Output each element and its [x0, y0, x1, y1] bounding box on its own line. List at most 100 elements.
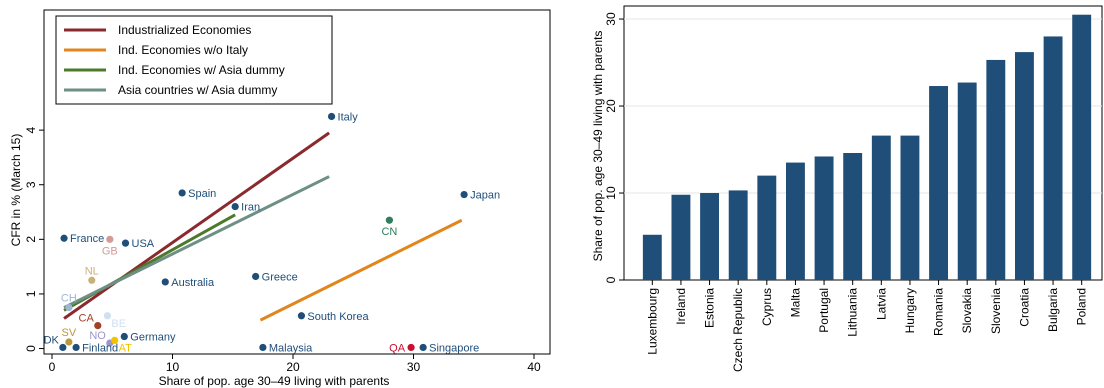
- scatter-fit-lines: [63, 131, 463, 322]
- scatter-point-label: CN: [381, 226, 397, 238]
- scatter-x-tick-label: 0: [49, 360, 56, 374]
- bar-x-tick-label: Poland: [1075, 288, 1089, 325]
- scatter-y-axis-title: CFR in % (March 15): [9, 134, 23, 247]
- scatter-point: [59, 343, 67, 352]
- bar-chart: 0 10 20 30 Luxembourg Ireland Estonia Czech Re…: [591, 5, 1103, 372]
- scatter-point: [178, 189, 186, 197]
- bar: [642, 234, 662, 280]
- scatter-y-tick-label: 1: [24, 290, 38, 297]
- scatter-point: [419, 343, 427, 352]
- scatter-point-label: NL: [85, 265, 99, 277]
- scatter-point-label: Iran: [241, 202, 260, 214]
- scatter-x-tick-label: 10: [166, 360, 180, 374]
- scatter-point-label: SV: [62, 327, 77, 339]
- scatter-y-axis: 0 1 2 3 4: [24, 126, 44, 352]
- scatter-point: [460, 190, 468, 199]
- bar: [929, 86, 949, 281]
- scatter-point: [259, 343, 267, 352]
- bar-x-tick-label: Hungary: [903, 288, 917, 333]
- scatter-points: [59, 112, 468, 352]
- bar: [1072, 14, 1092, 280]
- bar-x-tick-label: Slovenia: [989, 288, 1003, 334]
- bar: [957, 82, 977, 281]
- bar-y-axis-title: Share of pop. age 30–49 living with pare…: [591, 31, 605, 262]
- scatter-point: [327, 112, 336, 121]
- scatter-legend: Industrialized Economies Ind. Economies w…: [55, 15, 333, 105]
- scatter-x-axis: 0 10 20 30 40: [49, 354, 541, 374]
- scatter-point-label: CA: [79, 313, 95, 325]
- scatter-point-label: Spain: [188, 188, 216, 200]
- bar: [1014, 52, 1034, 280]
- bar-x-axis: Luxembourg Ireland Estonia Czech Republic Cy…: [645, 280, 1089, 372]
- bar: [900, 135, 920, 280]
- bar: [1043, 36, 1063, 280]
- legend-label: Asia countries w/ Asia dummy: [118, 83, 277, 97]
- bar: [728, 190, 748, 280]
- scatter-point-label: NO: [89, 330, 106, 342]
- bar-x-tick-label: Malta: [788, 288, 802, 318]
- scatter-y-tick-label: 2: [24, 236, 38, 243]
- bar-x-tick-label: Bulgaria: [1046, 288, 1060, 332]
- scatter-x-tick-label: 30: [407, 360, 421, 374]
- scatter-point: [72, 343, 80, 352]
- bar: [700, 193, 720, 280]
- scatter-point: [120, 332, 128, 341]
- scatter-point: [231, 202, 239, 211]
- bar-y-tick-label: 20: [604, 99, 618, 113]
- bar-x-tick-label: Croatia: [1017, 288, 1031, 327]
- bar: [871, 135, 891, 280]
- fit-line: [259, 218, 463, 322]
- scatter-point-label: BE: [111, 318, 126, 330]
- bar-x-tick-label: Portugal: [817, 288, 831, 333]
- bar-x-tick-label: Lithuania: [846, 288, 860, 337]
- bar: [671, 194, 691, 280]
- bar-plot-frame: [623, 5, 1103, 281]
- fit-line: [63, 131, 331, 320]
- scatter-point: [106, 235, 114, 243]
- scatter-x-axis-title: Share of pop. age 30–49 living with pare…: [159, 374, 390, 388]
- scatter-point: [111, 336, 119, 344]
- bar-x-tick-label: Czech Republic: [731, 288, 745, 372]
- scatter-point-label: Singapore: [429, 342, 479, 354]
- scatter-y-tick-label: 3: [24, 181, 38, 188]
- scatter-point: [252, 272, 260, 281]
- scatter-point: [60, 234, 68, 242]
- bar-x-tick-label: Luxembourg: [645, 288, 659, 355]
- legend-label: Ind. Economies w/o Italy: [118, 43, 248, 57]
- bar-x-tick-label: Romania: [932, 288, 946, 336]
- bar: [814, 156, 834, 280]
- scatter-point-label: Germany: [130, 332, 176, 344]
- scatter-y-tick-label: 4: [24, 126, 38, 133]
- bar-series: [642, 14, 1092, 281]
- scatter-point-label: Malaysia: [269, 342, 313, 354]
- legend-label: Ind. Economies w/ Asia dummy: [118, 63, 285, 77]
- scatter-point-label: GB: [102, 245, 118, 257]
- bar: [757, 175, 777, 280]
- scatter-point-label: CH: [61, 293, 77, 305]
- scatter-point-label: AT: [119, 342, 133, 354]
- bar: [986, 59, 1006, 280]
- scatter-x-tick-label: 40: [527, 360, 541, 374]
- scatter-x-tick-label: 20: [286, 360, 300, 374]
- scatter-plot-frame: [43, 9, 551, 355]
- scatter-point-label: Greece: [262, 271, 298, 283]
- bar-x-tick-label: Cyprus: [760, 288, 774, 326]
- legend-label: Industrialized Economies: [118, 23, 251, 37]
- scatter-point: [65, 303, 73, 312]
- fit-line: [63, 175, 330, 309]
- bar-y-axis: 0 10 20 30: [604, 12, 624, 283]
- scatter-point-label: South Korea: [307, 311, 369, 323]
- scatter-point-label: Japan: [470, 190, 500, 202]
- scatter-point-label: DK: [44, 334, 60, 346]
- bar-x-tick-label: Latvia: [874, 288, 888, 320]
- scatter-point: [121, 239, 130, 247]
- scatter-point-label: QA: [389, 342, 406, 354]
- scatter-point-label: Finland: [82, 342, 118, 354]
- scatter-point: [161, 278, 169, 286]
- scatter-chart: 0 1 2 3 4 0 10 20 30 40 Italy Japan Spain Iran CN Fra…: [9, 9, 551, 388]
- scatter-point: [65, 338, 73, 346]
- bar-x-tick-label: Slovakia: [960, 288, 974, 334]
- bar-y-tick-label: 0: [604, 276, 618, 283]
